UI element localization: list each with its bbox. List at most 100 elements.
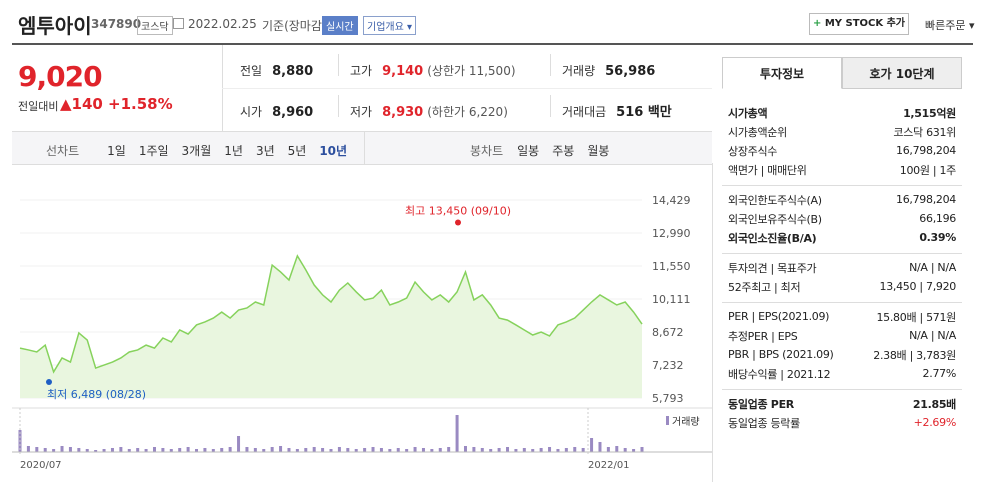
info-value: N/A | N/A <box>909 329 956 342</box>
volume-bar <box>363 448 367 452</box>
tab[interactable]: 1년 <box>224 144 243 158</box>
info-value: 16,798,204 <box>896 144 956 157</box>
tab[interactable]: 3년 <box>255 144 275 158</box>
volume-bar <box>237 436 241 452</box>
volume-bar <box>321 448 325 452</box>
tab-label: 봉차트 <box>470 144 504 158</box>
change-label: 전일대비 <box>18 100 59 113</box>
header-rule <box>12 43 973 45</box>
quote-label: 전일 <box>240 64 263 78</box>
tab-label: 선차트 <box>46 144 80 158</box>
volume-bar <box>539 448 543 452</box>
quick-order[interactable]: 빠른주문 ▾ <box>925 19 975 32</box>
tab[interactable]: 3개월 <box>181 144 212 158</box>
volume-bar <box>573 447 577 452</box>
volume-bar <box>94 450 98 452</box>
info-row: 추정PER | EPS N/A | N/A <box>728 326 956 345</box>
tab-bar <box>12 131 712 165</box>
mystock-button[interactable]: + MY STOCK 추가 <box>809 13 909 35</box>
realtime-badge[interactable]: 실시간 <box>322 16 358 35</box>
volume-bar <box>506 447 510 452</box>
quote-label: 거래대금 <box>562 105 607 119</box>
info-label: 상장주식수 <box>728 144 778 158</box>
volume-bar <box>514 449 518 452</box>
tab[interactable]: 월봉 <box>587 144 610 158</box>
info-value: 0.39% <box>919 231 956 244</box>
tab[interactable]: 1주일 <box>138 144 169 158</box>
volume-bar <box>195 449 199 452</box>
side-section: PER | EPS(2021.09) 15.80배 | 571원 추정PER | E… <box>722 302 962 389</box>
volume-bar <box>211 449 215 452</box>
company-button[interactable]: 기업개요 ▾ <box>363 16 417 35</box>
company-text: 기업개요 <box>367 22 404 33</box>
volume-bar <box>590 438 594 452</box>
info-value: 21.85배 <box>912 397 956 411</box>
y-tick-label: 11,550 <box>652 260 691 273</box>
volume-bar <box>152 447 156 452</box>
volume-bar <box>85 449 89 452</box>
volume-bar <box>127 449 131 452</box>
info-row: 상장주식수 16,798,204 <box>728 141 956 160</box>
line <box>19 254 643 374</box>
y-tick-label: 14,429 <box>652 194 691 207</box>
side-tab[interactable]: 투자정보 <box>722 57 842 89</box>
volume-bar <box>253 448 257 452</box>
volume-bar <box>623 448 627 452</box>
volume-bar <box>371 447 375 452</box>
divider <box>222 88 712 89</box>
tab[interactable]: 10년 <box>319 144 348 158</box>
volume-bar <box>463 446 467 452</box>
tab[interactable]: 1일 <box>107 144 126 158</box>
volume-bar <box>480 448 484 452</box>
info-row: 배당수익률 | 2021.12 2.77% <box>728 364 956 383</box>
volume-bar <box>287 448 291 452</box>
quote-cell: 고가 9,140 (상한가 11,500) <box>350 60 516 79</box>
volume-bar <box>102 449 106 452</box>
info-value: 1,515억원 <box>903 106 956 120</box>
info-label: 52주최고 | 최저 <box>728 280 801 294</box>
volume-legend-swatch <box>666 416 669 425</box>
volume-bar <box>337 447 341 452</box>
quote-cell: 전일 8,880 <box>240 60 313 79</box>
volume-bar <box>178 448 182 452</box>
info-label: PBR | BPS (2021.09) <box>728 348 834 361</box>
quote-label: 거래량 <box>562 64 596 78</box>
stock-name: 엠투아이 <box>18 14 92 38</box>
info-value: N/A | N/A <box>909 261 956 274</box>
tab[interactable]: 5년 <box>287 144 307 158</box>
quote-value: 516 백만 <box>616 105 672 120</box>
info-label: 외국인소진율(B/A) <box>728 231 817 245</box>
quote-note: (상한가 11,500) <box>427 64 516 78</box>
volume-bar <box>615 446 619 452</box>
basis: 기준(장마감) <box>262 19 327 33</box>
info-row: 시가총액 1,515억원 <box>728 103 956 122</box>
volume-bar <box>455 415 459 452</box>
volume-bar <box>144 449 148 452</box>
volume-bar <box>447 447 451 452</box>
side-tab[interactable]: 호가 10단계 <box>842 57 962 89</box>
side-section: 투자의견 | 목표주가 N/A | N/A 52주최고 | 최저 13,450 | 7… <box>722 253 962 302</box>
quote-label: 저가 <box>350 105 373 119</box>
mystock-text: MY STOCK 추가 <box>824 18 906 29</box>
change: ▲140 <box>60 95 103 113</box>
chart: 5,793 7,232 8,672 10,111 11,550 12,990 14,429 최… <box>12 194 712 471</box>
volume-bar <box>295 449 299 452</box>
volume-bar <box>396 448 400 452</box>
volume-bar <box>245 447 249 452</box>
info-row: 동일업종 등락률 +2.69% <box>728 413 956 432</box>
tab[interactable]: 일봉 <box>517 144 540 158</box>
info-row: 외국인소진율(B/A) 0.39% <box>728 228 956 247</box>
volume-bar <box>522 448 526 452</box>
high-point <box>455 219 461 226</box>
tab[interactable]: 주봉 <box>552 144 575 158</box>
low-label: 최저 6,489 (08/28) <box>47 388 146 401</box>
x-tick-label: 2022/01 <box>588 460 630 471</box>
volume-bar <box>606 447 610 452</box>
info-label: 외국인보유주식수(B) <box>728 212 822 226</box>
high-label: 최고 13,450 (09/10) <box>405 204 511 217</box>
volume-bar <box>110 448 114 452</box>
info-value: 코스닥 631위 <box>893 125 956 139</box>
divider <box>712 163 713 482</box>
info-label: 액면가 | 매매단위 <box>728 163 807 177</box>
